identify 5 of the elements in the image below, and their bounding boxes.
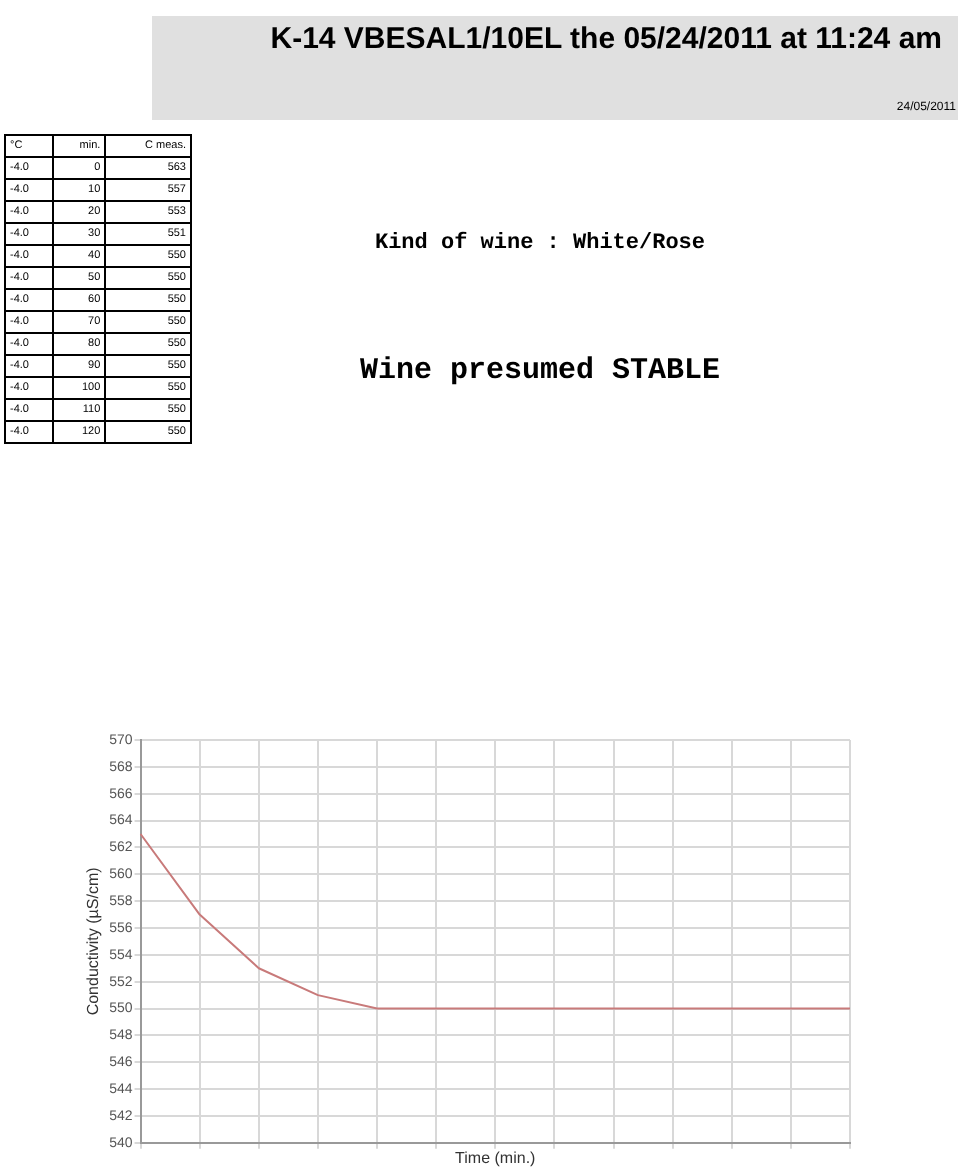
chart-title: K-14 VBESAL1/10EL the 05/24/2011 at 11:24 am: [270, 22, 942, 56]
text: Kind of wine : White/Rose: [372, 232, 708, 256]
y-axis-title: Conductivity (µS/cm): [84, 866, 103, 1016]
text: Wine presumed STABLE: [357, 354, 723, 388]
x-axis-title: Time (min.): [455, 1148, 537, 1167]
